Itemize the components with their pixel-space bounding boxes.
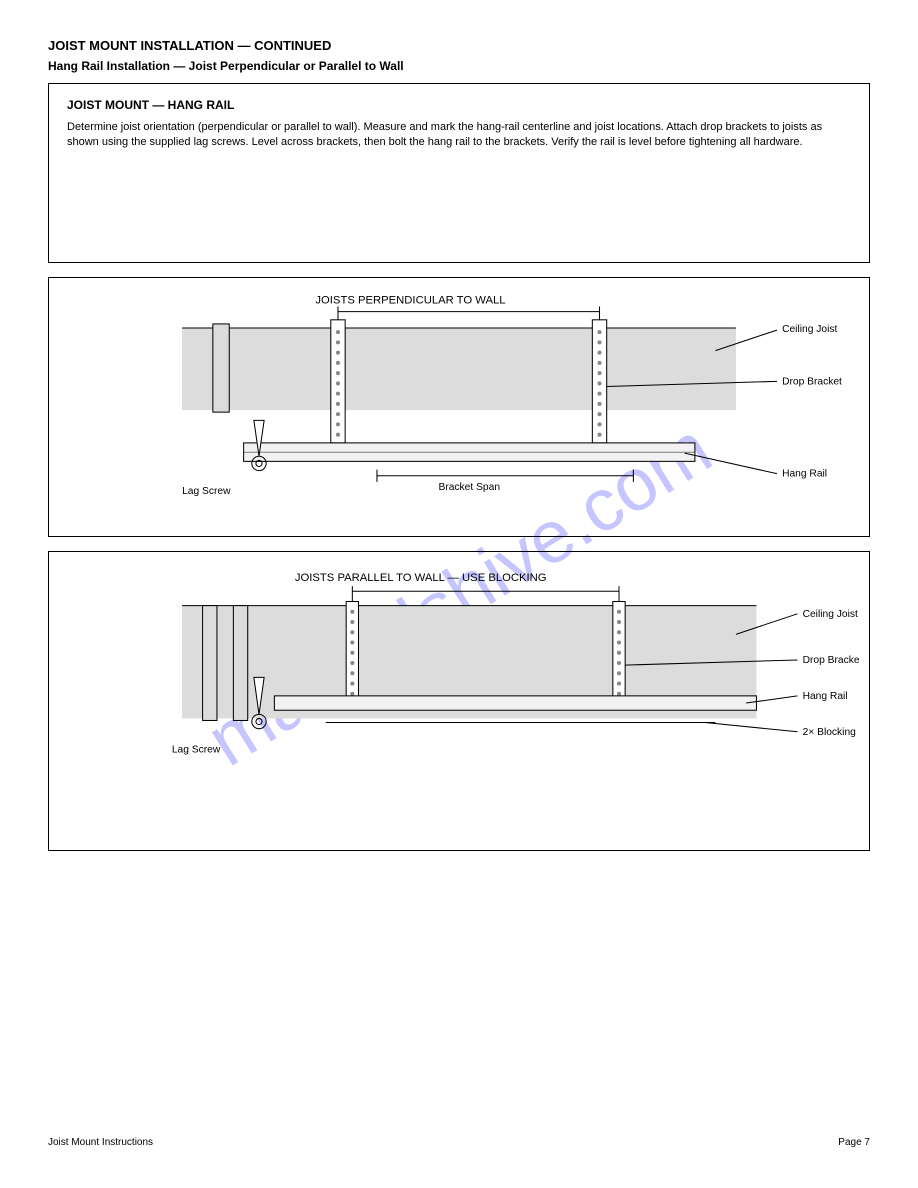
diagram-a-box: JOISTS PERPENDICULAR TO WALL Ceiling Joi…: [48, 277, 870, 537]
page-footer: Joist Mount Instructions Page 7: [48, 1137, 870, 1148]
page-title: JOIST MOUNT INSTALLATION — CONTINUED: [48, 38, 870, 53]
diagram-a-label-joist: Ceiling Joist: [782, 324, 837, 335]
diagram-b-svg: JOISTS PARALLEL TO WALL — USE BLOCKING C…: [59, 562, 859, 840]
diagram-b-label-rail: Hang Rail: [803, 691, 848, 702]
instruction-box: JOIST MOUNT — HANG RAIL Determine joist …: [48, 83, 870, 263]
diagram-b-caption: JOISTS PARALLEL TO WALL — USE BLOCKING: [295, 572, 547, 584]
diagram-b-hook-label: Lag Screw: [172, 744, 221, 755]
page-subtitle: Hang Rail Installation — Joist Perpendic…: [48, 59, 870, 73]
diagram-b-label-joist: Ceiling Joist: [803, 609, 858, 620]
footer-left: Joist Mount Instructions: [48, 1137, 153, 1148]
footer-right: Page 7: [838, 1137, 870, 1148]
diagram-a-caption: JOISTS PERPENDICULAR TO WALL: [315, 294, 505, 306]
diagram-b-label-bracket: Drop Bracket: [803, 655, 859, 666]
diagram-a-label-rail: Hang Rail: [782, 469, 827, 480]
diagram-a-hook-label: Lag Screw: [182, 486, 231, 497]
diagram-b-box: JOISTS PARALLEL TO WALL — USE BLOCKING C…: [48, 551, 870, 851]
diagram-a-span-label: Bracket Span: [438, 482, 500, 493]
instruction-heading: JOIST MOUNT — HANG RAIL: [67, 98, 851, 112]
instruction-text: Determine joist orientation (perpendicul…: [67, 120, 851, 150]
diagram-b-label-block: 2× Blocking: [803, 727, 857, 738]
diagram-a-label-bracket: Drop Bracket: [782, 376, 842, 387]
diagram-a-svg: JOISTS PERPENDICULAR TO WALL Ceiling Joi…: [59, 288, 859, 526]
